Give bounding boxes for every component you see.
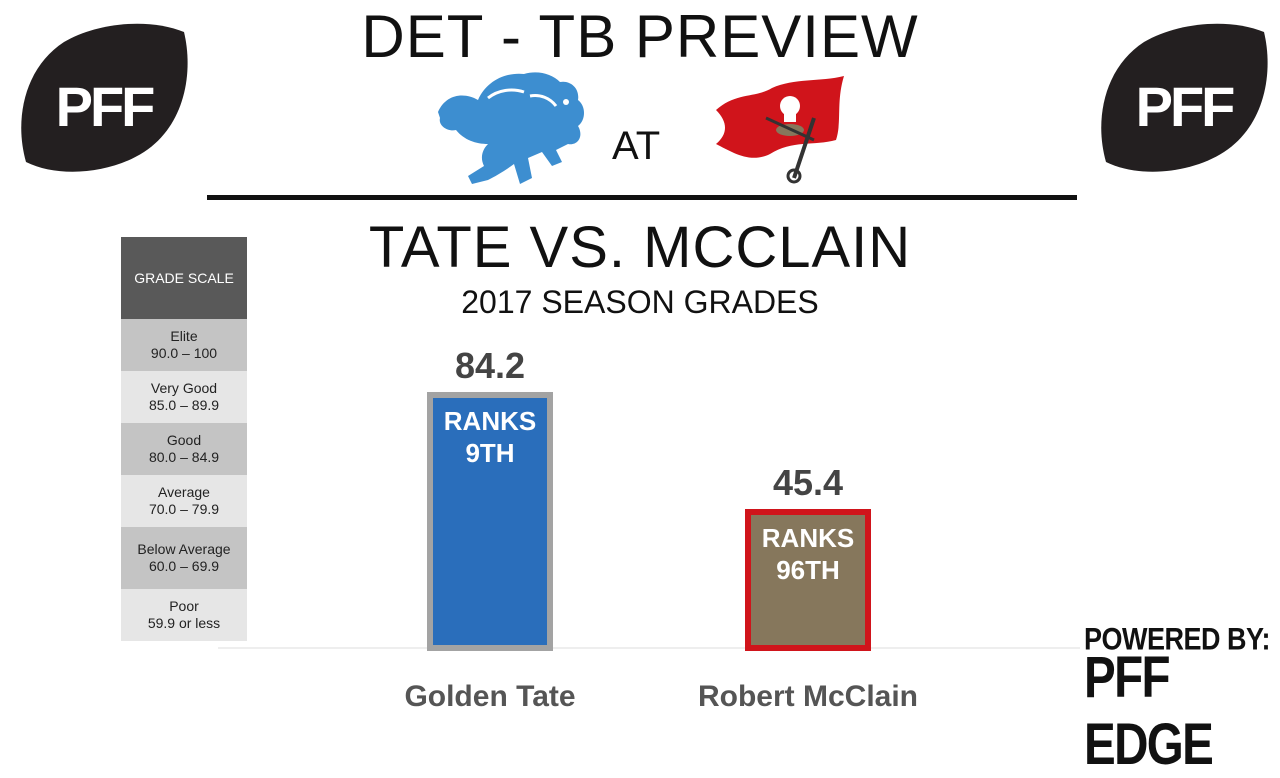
header-divider (207, 195, 1077, 200)
grade-scale-row: Good 80.0 – 84.9 (121, 423, 247, 475)
grade-scale: GRADE SCALE Elite 90.0 – 100 Very Good 8… (121, 237, 247, 641)
at-label: AT (612, 124, 661, 168)
grade-scale-label: Elite (170, 328, 198, 344)
rank-label: RANKS (444, 406, 536, 436)
grade-scale-range: 60.0 – 69.9 (148, 558, 220, 574)
grade-scale-range: 80.0 – 84.9 (148, 449, 220, 465)
grade-scale-label: Very Good (150, 380, 218, 396)
grade-scale-range: 70.0 – 79.9 (148, 501, 220, 517)
bar (745, 509, 871, 651)
pff-logo-text: PFF (1136, 75, 1235, 138)
grade-scale-row: Elite 90.0 – 100 (121, 319, 247, 371)
pff-logo-left: PFF (21, 23, 188, 172)
grade-scale-label: Average (158, 484, 210, 500)
grade-scale-label: Below Average (137, 541, 231, 557)
category-label: Robert McClain (698, 680, 918, 713)
buccaneers-flag-icon (716, 76, 844, 184)
chart-title: TATE VS. MCCLAIN (368, 215, 912, 280)
grade-scale-range: 85.0 – 89.9 (148, 397, 220, 413)
category-label: Golden Tate (404, 680, 575, 713)
chart-subtitle: 2017 SEASON GRADES (461, 284, 819, 320)
grade-scale-label: Good (166, 432, 202, 448)
grade-scale-row: Poor 59.9 or less (121, 589, 247, 641)
grade-scale-label: Poor (169, 598, 199, 614)
grade-scale-row: Average 70.0 – 79.9 (121, 475, 247, 527)
grade-scale-range: 59.9 or less (147, 615, 221, 631)
lions-logo-icon (438, 72, 584, 184)
bar (427, 392, 553, 651)
data-label: 84.2 (455, 345, 525, 386)
grade-scale-row: Very Good 85.0 – 89.9 (121, 371, 247, 423)
data-label: 45.4 (773, 462, 843, 503)
pff-edge-logo: PFF EDGE (1084, 645, 1214, 777)
grade-scale-row: Below Average 60.0 – 69.9 (121, 527, 247, 589)
pff-logo-text: PFF (56, 75, 155, 138)
powered-by-label: POWERED BY: (1084, 622, 1271, 657)
page-title: DET - TB PREVIEW (361, 3, 919, 70)
grade-scale-range: 90.0 – 100 (150, 345, 218, 361)
rank-label: 9TH (465, 438, 514, 468)
pff-logo-right: PFF (1101, 23, 1268, 172)
grade-scale-title: GRADE SCALE (121, 237, 247, 319)
rank-label: 96TH (776, 555, 840, 585)
rank-label: RANKS (762, 523, 854, 553)
